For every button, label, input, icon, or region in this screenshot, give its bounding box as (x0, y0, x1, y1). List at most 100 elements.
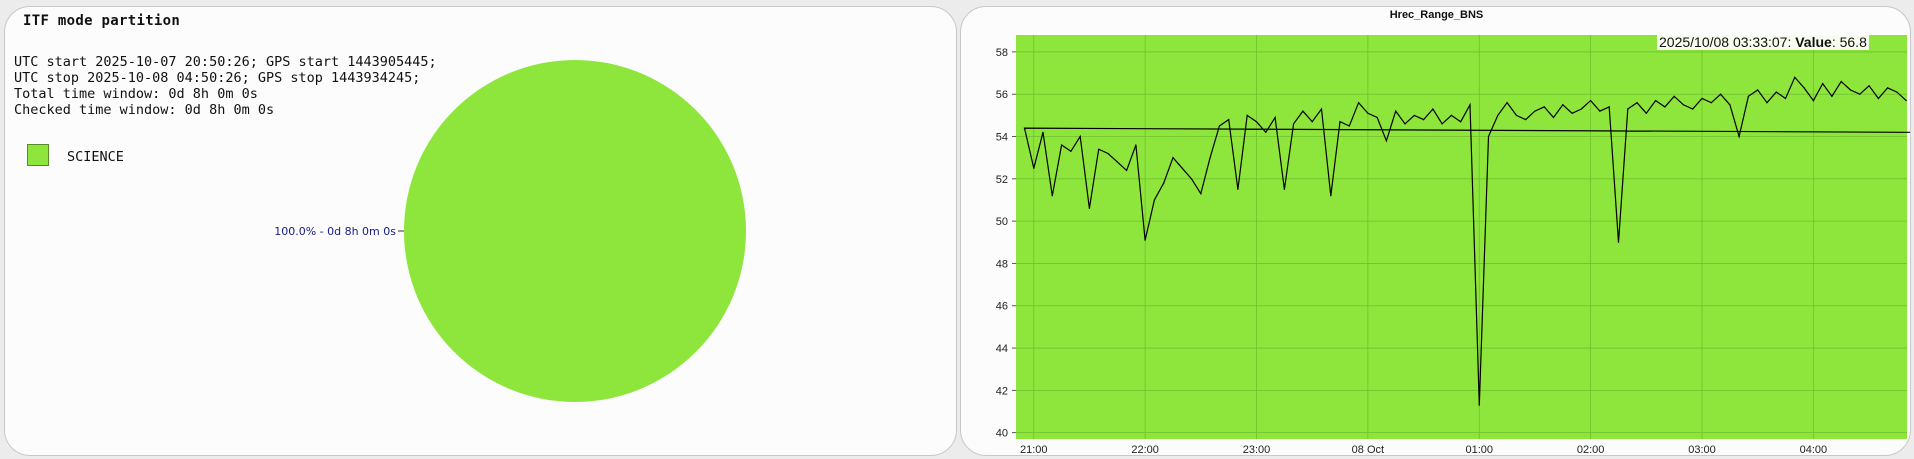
data-point (1636, 102, 1638, 104)
data-point (1311, 121, 1313, 123)
data-point (1265, 131, 1267, 133)
data-point (1599, 110, 1601, 112)
y-tick-label: 44 (996, 343, 1008, 355)
data-point (1701, 97, 1703, 100)
legend-swatch-science (27, 144, 49, 166)
data-point (1441, 123, 1443, 125)
data-point (1404, 123, 1406, 125)
data-point (1747, 95, 1749, 97)
data-point (1543, 106, 1545, 108)
chart-title: Hrec_Range_BNS (1389, 9, 1484, 21)
hover-time: 2025/10/08 03:33:07: (1659, 34, 1792, 50)
data-point (1831, 95, 1833, 97)
data-point (1218, 125, 1220, 127)
data-point (1552, 116, 1555, 119)
data-point (1107, 152, 1109, 155)
data-point (1190, 178, 1193, 180)
data-point (1478, 404, 1480, 406)
series-points (1023, 76, 1907, 406)
data-point (1246, 114, 1248, 116)
x-tick-label: 21:00 (1020, 444, 1048, 456)
data-point (1849, 89, 1852, 91)
plot-area[interactable] (1016, 35, 1907, 439)
data-point (1302, 110, 1304, 112)
data-point (1172, 157, 1174, 159)
data-point (1293, 123, 1295, 125)
data-point (1775, 91, 1777, 93)
data-point (1126, 169, 1128, 171)
y-tick-label: 42 (996, 385, 1008, 397)
y-tick-label: 50 (996, 216, 1008, 228)
data-point (1367, 112, 1369, 114)
data-point (1673, 95, 1675, 97)
hover-readout: 2025/10/08 03:33:07: Value: 56.8 (1657, 34, 1869, 50)
x-tick-label: 02:00 (1577, 444, 1605, 456)
data-point (1794, 76, 1796, 78)
data-point (1339, 121, 1341, 123)
data-point (1840, 80, 1842, 83)
x-tick-label: 01:00 (1465, 444, 1493, 456)
data-point (1682, 104, 1684, 106)
y-tick-label: 40 (996, 428, 1008, 440)
x-tick-label: 23:00 (1243, 444, 1271, 456)
y-tick-label: 56 (996, 89, 1008, 101)
data-point (1497, 114, 1499, 116)
data-point (1812, 100, 1814, 102)
data-point (1061, 144, 1063, 146)
y-tick-label: 48 (996, 258, 1008, 270)
data-point (1877, 97, 1879, 100)
data-point (1135, 144, 1137, 146)
data-point (1395, 110, 1397, 112)
checked-window-line: Checked time window: 0d 8h 0m 0s (14, 102, 275, 118)
data-point (1228, 119, 1230, 121)
data-point (1237, 188, 1239, 190)
data-point (1469, 104, 1471, 106)
x-tick-label: 08 Oct (1352, 444, 1384, 456)
data-point (1515, 114, 1517, 116)
data-point (1423, 119, 1425, 121)
data-point (1042, 131, 1044, 133)
x-tick-label: 22:00 (1131, 444, 1159, 456)
y-tick-label: 46 (996, 301, 1008, 313)
y-tick-label: 58 (996, 47, 1008, 59)
hover-value-label: Value (1795, 34, 1832, 50)
mode-partition-panel: ITF mode partition UTC start 2025-10-07 … (4, 6, 957, 456)
data-point (1460, 121, 1462, 123)
y-axis: 40 42 44 46 48 50 52 54 56 58 (996, 47, 1016, 440)
y-tick-label: 52 (996, 174, 1008, 186)
data-point (1627, 108, 1629, 110)
line-chart: 40 42 44 46 48 50 52 54 56 58 21:00 22:00 23:00 08 O… (996, 35, 1910, 456)
data-point (1896, 91, 1898, 93)
hover-value: 56.8 (1839, 34, 1867, 50)
data-point (1506, 102, 1508, 104)
data-point (1738, 135, 1740, 138)
data-point (1710, 102, 1712, 104)
data-point (1033, 167, 1035, 169)
data-point (1376, 116, 1378, 119)
data-point (1571, 112, 1573, 114)
hrec-range-panel: Hrec_Range_BNS 40 42 44 46 48 50 52 54 56 58 21:0… (960, 6, 1911, 456)
pie-chart: 100.0% - 0d 8h 0m 0s (274, 60, 746, 402)
data-point (1487, 135, 1490, 138)
data-point (1645, 112, 1647, 114)
data-point (1803, 87, 1805, 89)
data-point (1153, 199, 1155, 201)
data-point (1432, 108, 1434, 110)
total-window-line: Total time window: 0d 8h 0m 0s (14, 86, 258, 102)
data-point (1859, 93, 1861, 95)
y-tick-label: 54 (996, 132, 1008, 144)
pie-slice-science[interactable] (404, 60, 746, 402)
data-point (1525, 119, 1527, 121)
x-tick-label: 03:00 (1688, 444, 1716, 456)
data-point (1079, 135, 1081, 138)
data-point (1784, 97, 1787, 100)
data-point (1274, 116, 1276, 119)
data-point (1348, 125, 1350, 127)
data-point (1358, 102, 1360, 104)
data-point (1413, 114, 1415, 116)
data-point (1070, 150, 1072, 152)
legend-label-science: SCIENCE (67, 149, 124, 165)
pie-slice-label: 100.0% - 0d 8h 0m 0s (274, 225, 396, 238)
data-point (1617, 241, 1620, 243)
data-point (1088, 207, 1090, 209)
